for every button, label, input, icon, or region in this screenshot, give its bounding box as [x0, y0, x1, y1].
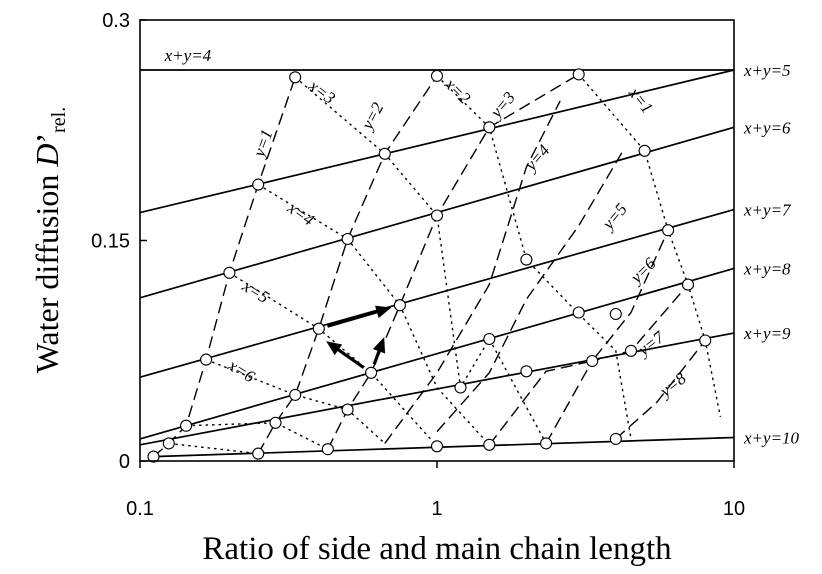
y-tick-label: 0.3 — [102, 10, 130, 32]
data-point — [483, 438, 496, 451]
data-point — [638, 144, 651, 157]
data-point — [365, 366, 378, 379]
series-line-x-eq-3 — [294, 76, 547, 444]
y-axis-title-symbol: D — [29, 144, 65, 168]
annotation-arrow-1 — [327, 305, 392, 328]
data-point — [252, 178, 265, 191]
series-label-x-eq-3: x=3 — [305, 76, 339, 108]
series-line-x-eq-5 — [229, 272, 438, 447]
series-label-x-eq-5: x=5 — [238, 276, 272, 307]
data-point — [624, 344, 638, 357]
x-tick-label: 1 — [431, 498, 442, 520]
x-tick-label: 10 — [723, 498, 745, 520]
series-line-x-plus-y-eq-7 — [139, 208, 735, 379]
series-line-lower-dotted-b — [168, 442, 259, 455]
series-label-y-eq-1: y=1 — [249, 127, 277, 161]
series-label-x-plus-y-eq-10: x+y=10 — [743, 429, 800, 448]
data-point — [483, 121, 496, 134]
data-point — [609, 307, 622, 321]
data-point — [378, 147, 391, 160]
series-line-y-eq-4 — [384, 100, 561, 444]
series-label-x-eq-2: x=2 — [441, 74, 475, 108]
data-point — [520, 253, 533, 266]
data-point — [586, 354, 599, 368]
annotation-arrow-2 — [326, 341, 365, 369]
marker-layer — [147, 68, 712, 463]
y-tick-label: 0 — [119, 451, 130, 473]
series-label-x-plus-y-eq-4: x+y=4 — [164, 46, 212, 65]
data-point — [520, 365, 533, 378]
series-line-y-eq-6 — [488, 229, 669, 446]
data-point — [393, 299, 406, 312]
data-point — [572, 68, 585, 81]
y-axis-title-subscript: rel. — [48, 107, 70, 133]
data-point — [681, 278, 695, 291]
series-label-y-eq-7: y=7 — [633, 327, 669, 361]
data-point — [321, 443, 334, 456]
y-axis-title-main: Water diffusion — [29, 167, 65, 374]
data-point — [312, 322, 325, 335]
tick-layer: 0.1 1 10 0 0.15 0.3 — [91, 10, 745, 520]
data-point — [289, 71, 302, 84]
series-label-x-plus-y-eq-7: x+y=7 — [743, 201, 792, 220]
data-point — [223, 266, 236, 279]
data-point — [147, 450, 160, 463]
series-label-x-eq-6: x=6 — [224, 355, 259, 386]
data-point — [430, 440, 444, 453]
data-point — [180, 419, 193, 432]
data-point — [609, 432, 622, 445]
data-point — [162, 437, 175, 450]
series-line-x-eq-4 — [257, 184, 490, 446]
series-label-x-plus-y-eq-9: x+y=9 — [743, 324, 791, 343]
series-line-y-eq-7 — [545, 284, 689, 444]
series-line-x-plus-y-eq-8 — [139, 267, 735, 440]
x-tick-label: 0.1 — [126, 498, 154, 520]
series-label-y-eq-5: y=5 — [597, 200, 631, 235]
data-point — [341, 232, 354, 246]
label-layer: x+y=4 x+y=5 x+y=6 x+y=7 x+y=8 x+y=9 x+y=10 y=1 y… — [164, 46, 800, 447]
series-label-y-eq-3: y=3 — [485, 88, 519, 123]
y-axis-title: Water diffusion D’rel. — [29, 107, 70, 373]
series-label-x-eq-4: x=4 — [283, 198, 318, 230]
data-point — [483, 332, 496, 346]
data-point — [699, 334, 712, 347]
data-point — [252, 447, 265, 460]
data-point — [341, 403, 354, 416]
data-point — [454, 381, 467, 394]
series-label-x-plus-y-eq-6: x+y=6 — [743, 118, 791, 137]
series-layer — [139, 69, 735, 458]
data-point — [269, 416, 282, 429]
series-line-y-eq-3 — [327, 73, 580, 450]
series-label-x-plus-y-eq-8: x+y=8 — [743, 259, 791, 278]
series-line-x-eq-2 — [436, 75, 632, 440]
arrow-layer — [326, 305, 392, 369]
y-axis-title-prime: ’ — [29, 133, 65, 144]
series-line-y-eq-5 — [436, 151, 623, 433]
annotation-arrow-3 — [372, 337, 386, 365]
series-line-y-eq-8 — [615, 340, 706, 440]
series-line-x-eq-1 — [578, 73, 722, 418]
data-point — [289, 388, 302, 401]
series-line-x-plus-y-eq-5 — [139, 69, 735, 214]
plot-frame — [139, 19, 735, 462]
data-point — [430, 209, 444, 222]
series-label-x-eq-1: x=1 — [624, 83, 657, 117]
x-axis-title: Ratio of side and main chain length — [202, 531, 672, 567]
series-label-y-eq-2: y=2 — [357, 99, 388, 134]
y-tick-label: 0.15 — [91, 231, 130, 253]
data-point — [662, 224, 675, 237]
series-line-lower-dotted-a — [186, 422, 329, 450]
data-point — [540, 437, 553, 450]
data-point — [200, 353, 213, 366]
data-point — [430, 69, 444, 82]
data-point — [572, 306, 585, 319]
series-line-x-eq-6 — [205, 358, 386, 444]
series-label-y-eq-8: y=8 — [655, 368, 690, 401]
series-label-x-plus-y-eq-5: x+y=5 — [743, 61, 791, 80]
series-line-x-plus-y-eq-10 — [153, 436, 735, 458]
